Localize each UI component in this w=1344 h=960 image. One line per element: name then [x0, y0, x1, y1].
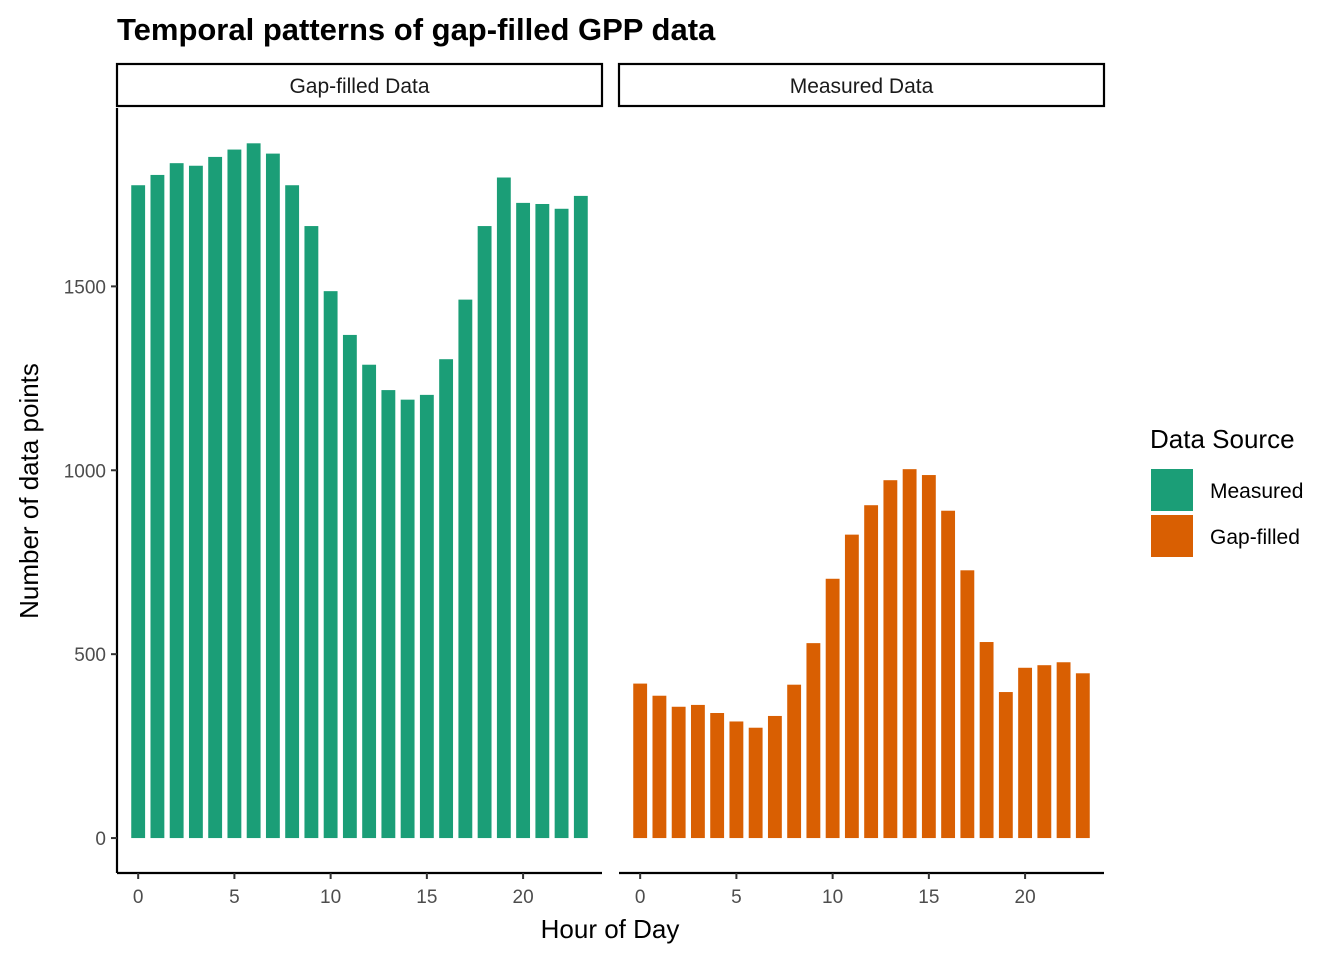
bar-hour-8 [285, 185, 300, 839]
facet-strip [617, 62, 1106, 108]
bar-hour-0 [131, 185, 146, 839]
bar-hour-22 [1056, 662, 1071, 839]
bar-hour-21 [535, 203, 550, 839]
panel-gap-filled-data: Gap-filled Data 0 5 10 15 20 [115, 62, 604, 908]
bar-hour-11 [342, 334, 357, 839]
bar-hour-14 [902, 469, 917, 839]
facet-strip-label: Measured Data [790, 75, 934, 98]
legend-label: Measured [1210, 480, 1303, 503]
x-tick-label: 10 [320, 887, 341, 908]
bar-hour-23 [1075, 673, 1090, 839]
bar-hour-11 [844, 534, 859, 839]
x-tick-label: 15 [918, 887, 939, 908]
bar-hour-4 [710, 713, 725, 839]
x-axis-title: Hour of Day [541, 914, 680, 944]
bar-hour-15 [921, 475, 936, 839]
bar-hour-5 [227, 149, 242, 839]
bar-hour-13 [883, 480, 898, 839]
bar-hour-10 [323, 291, 338, 839]
bar-hour-7 [265, 153, 280, 839]
bar-hour-10 [825, 578, 840, 839]
y-axis-title: Number of data points [14, 363, 44, 619]
bar-hour-13 [381, 390, 396, 839]
bar-hour-16 [439, 359, 454, 839]
bar-hour-3 [690, 704, 705, 839]
bar-hour-15 [419, 394, 434, 839]
bar-hour-22 [554, 208, 569, 839]
bar-hour-7 [767, 715, 782, 839]
bar-hour-18 [477, 226, 492, 839]
y-tick-label: 0 [95, 829, 106, 850]
bar-hour-4 [208, 156, 223, 839]
bar-hour-19 [496, 177, 511, 839]
bar-hour-19 [998, 692, 1013, 839]
bar-hour-6 [748, 727, 763, 839]
bar-hour-9 [806, 643, 821, 839]
legend-label: Gap-filled [1210, 526, 1300, 549]
legend-key-measured [1151, 469, 1193, 511]
panel-measured-data: Measured Data 0 5 10 15 20 [617, 62, 1106, 908]
bar-hour-17 [960, 570, 975, 839]
bar-hour-18 [979, 642, 994, 839]
chart-title: Temporal patterns of gap-filled GPP data [117, 12, 716, 47]
bar-hour-17 [458, 299, 473, 839]
x-tick-label: 20 [513, 887, 534, 908]
bar-hour-3 [188, 165, 203, 839]
bar-hour-20 [516, 202, 531, 839]
facet-strip-label: Gap-filled Data [289, 75, 429, 98]
bar-hour-2 [671, 706, 686, 839]
bar-hour-9 [304, 226, 319, 839]
y-tick-label: 500 [74, 645, 106, 666]
bar-hour-14 [400, 399, 415, 839]
bar-hour-6 [246, 143, 261, 839]
bar-hour-16 [941, 510, 956, 839]
bar-hour-20 [1018, 667, 1033, 839]
y-tick-label: 1500 [64, 277, 106, 298]
y-tick-label: 1000 [64, 461, 106, 482]
bar-hour-0 [633, 683, 648, 839]
bar-hour-21 [1037, 665, 1052, 839]
bar-hour-1 [652, 695, 667, 839]
x-tick-label: 5 [731, 887, 742, 908]
x-tick-label: 20 [1015, 887, 1036, 908]
legend: Data Source Measured Gap-filled [1150, 424, 1303, 557]
legend-key-gap-filled [1151, 515, 1193, 557]
bar-hour-8 [787, 684, 802, 839]
bar-hour-12 [864, 505, 879, 839]
legend-title: Data Source [1150, 424, 1295, 454]
y-axis: 0 500 1000 1500 [64, 108, 119, 873]
bar-hour-23 [573, 195, 588, 839]
x-tick-label: 5 [229, 887, 240, 908]
x-tick-label: 0 [635, 887, 646, 908]
x-tick-label: 10 [822, 887, 843, 908]
bar-hour-2 [169, 163, 184, 839]
bar-hour-5 [729, 721, 744, 839]
x-tick-label: 0 [133, 887, 144, 908]
bar-hour-1 [150, 174, 165, 839]
facet-strip [115, 62, 604, 108]
x-tick-label: 15 [416, 887, 437, 908]
bar-hour-12 [362, 364, 377, 839]
